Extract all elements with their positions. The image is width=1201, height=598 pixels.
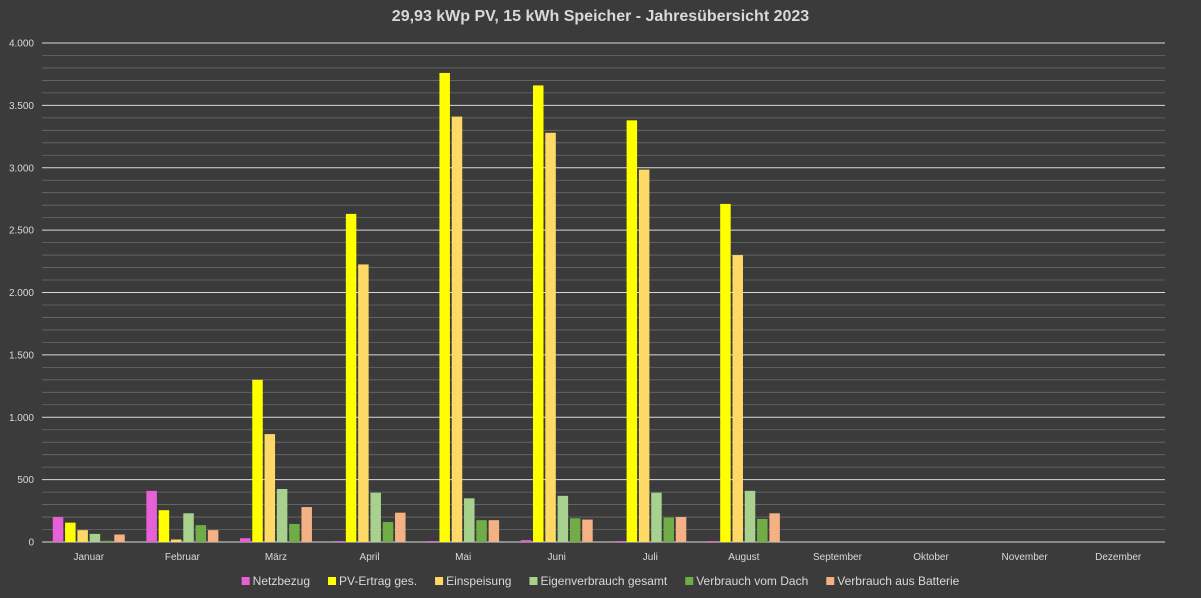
bar-eigenverbrauch-gesamt-mai	[464, 498, 475, 542]
y-tick-label: 3.000	[9, 163, 34, 174]
bar-verbrauch-vom-dach-mai	[476, 520, 487, 542]
y-tick-label: 4.000	[9, 39, 34, 50]
legend-swatch	[529, 577, 538, 585]
bar-verbrauch-vom-dach-august	[757, 518, 768, 542]
bar-verbrauch-vom-dach-juli	[663, 517, 674, 542]
legend-item: Einspeisung	[435, 574, 511, 588]
y-tick-label: 3.500	[9, 101, 34, 112]
bar-verbrauch-aus-batterie-august	[769, 513, 780, 542]
legend-item: Verbrauch vom Dach	[685, 574, 808, 588]
bar-verbrauch-vom-dach-april	[382, 522, 394, 542]
legend-label: Einspeisung	[446, 574, 511, 588]
x-tick-label: Februar	[165, 552, 201, 563]
bar-einspeisung-januar	[77, 530, 88, 542]
bar-eigenverbrauch-gesamt-juni	[557, 495, 569, 542]
legend-item: Verbrauch aus Batterie	[826, 574, 960, 588]
x-tick-label: Juli	[643, 552, 658, 563]
legend-swatch	[328, 577, 337, 585]
bar-eigenverbrauch-gesamt-februar	[183, 513, 194, 542]
legend-item: Eigenverbrauch gesamt	[529, 574, 668, 588]
legend-label: Verbrauch vom Dach	[696, 574, 808, 588]
bar-pv-ertrag-ges--februar	[158, 510, 170, 542]
bar-eigenverbrauch-gesamt-januar	[89, 533, 101, 542]
x-axis: Januar Februar März April Mai Juni Juli August S…	[74, 552, 1142, 563]
x-tick-label: Oktober	[913, 552, 949, 563]
chart-title: 29,93 kWp PV, 15 kWh Speicher - Jahresüb…	[391, 8, 810, 25]
bar-verbrauch-aus-batterie-januar	[114, 534, 125, 542]
bar-verbrauch-vom-dach-februar	[195, 525, 207, 542]
bar-eigenverbrauch-gesamt-juli	[651, 492, 662, 542]
bar-netzbezug-juli	[614, 541, 625, 542]
y-tick-label: 1.000	[9, 413, 34, 424]
bar-eigenverbrauch-gesamt-märz	[276, 488, 288, 542]
bar-einspeisung-februar	[170, 539, 182, 542]
legend-label: Verbrauch aus Batterie	[837, 574, 959, 588]
bar-einspeisung-mai	[451, 116, 463, 542]
bar-netzbezug-juni	[520, 540, 532, 542]
legend-swatch	[241, 577, 250, 585]
legend-item: PV-Ertrag ges.	[328, 574, 417, 588]
x-tick-label: Juni	[548, 552, 566, 563]
bar-netzbezug-januar	[52, 517, 64, 542]
bar-pv-ertrag-ges--juni	[533, 85, 544, 542]
x-tick-label: Januar	[74, 552, 105, 563]
x-tick-label: April	[360, 552, 380, 563]
bar-verbrauch-aus-batterie-februar	[207, 530, 219, 542]
y-tick-label: 2.000	[9, 288, 34, 299]
bar-pv-ertrag-ges--märz	[252, 379, 263, 542]
x-tick-label: November	[1002, 552, 1049, 563]
legend-label: Eigenverbrauch gesamt	[540, 574, 667, 588]
bar-einspeisung-august	[732, 255, 743, 542]
x-tick-label: August	[728, 552, 759, 563]
bar-netzbezug-mai	[427, 541, 438, 542]
bar-netzbezug-februar	[146, 490, 157, 542]
legend-swatch	[685, 577, 694, 585]
y-tick-label: 2.500	[9, 226, 34, 237]
y-axis: 0 500 1.000 1.500 2.000 2.500 3.000 3.500 4.000	[9, 39, 34, 549]
bar-einspeisung-märz	[264, 434, 276, 542]
x-tick-label: Mai	[455, 552, 471, 563]
bar-netzbezug-märz	[239, 538, 251, 542]
legend-swatch	[826, 577, 835, 585]
bar-einspeisung-april	[358, 264, 369, 542]
legend: Netzbezug PV-Ertrag ges. Einspeisung Eigenv…	[241, 574, 960, 588]
legend-label: Netzbezug	[253, 574, 310, 588]
bar-verbrauch-aus-batterie-märz	[301, 507, 312, 542]
bar-netzbezug-april	[333, 541, 345, 542]
bar-pv-ertrag-ges--januar	[65, 522, 76, 542]
x-tick-label: September	[813, 552, 863, 563]
bar-eigenverbrauch-gesamt-april	[370, 492, 381, 542]
bar-verbrauch-vom-dach-januar	[101, 540, 113, 542]
y-tick-label: 1.500	[9, 350, 34, 361]
bar-verbrauch-aus-batterie-april	[395, 512, 406, 542]
bar-pv-ertrag-ges--april	[345, 213, 357, 542]
bar-eigenverbrauch-gesamt-august	[744, 490, 756, 542]
legend-swatch	[435, 577, 444, 585]
bar-einspeisung-juli	[638, 169, 650, 542]
bar-verbrauch-vom-dach-juni	[569, 518, 581, 542]
bars	[52, 72, 780, 543]
bar-pv-ertrag-ges--august	[720, 203, 731, 543]
legend-label: PV-Ertrag ges.	[339, 574, 417, 588]
bar-netzbezug-august	[707, 541, 719, 542]
bar-verbrauch-vom-dach-märz	[289, 523, 300, 542]
bar-verbrauch-aus-batterie-mai	[488, 520, 500, 542]
x-tick-label: Dezember	[1095, 552, 1142, 563]
bar-verbrauch-aus-batterie-juni	[582, 519, 593, 542]
bar-pv-ertrag-ges--juli	[626, 120, 638, 542]
y-tick-label: 500	[17, 475, 34, 486]
bar-pv-ertrag-ges--mai	[439, 72, 450, 542]
legend-item: Netzbezug	[241, 574, 310, 588]
bar-einspeisung-juni	[545, 132, 556, 542]
y-tick-label: 0	[28, 538, 34, 549]
x-tick-label: März	[265, 552, 287, 563]
bar-verbrauch-aus-batterie-juli	[675, 517, 687, 542]
grid-layer	[42, 42, 1165, 543]
